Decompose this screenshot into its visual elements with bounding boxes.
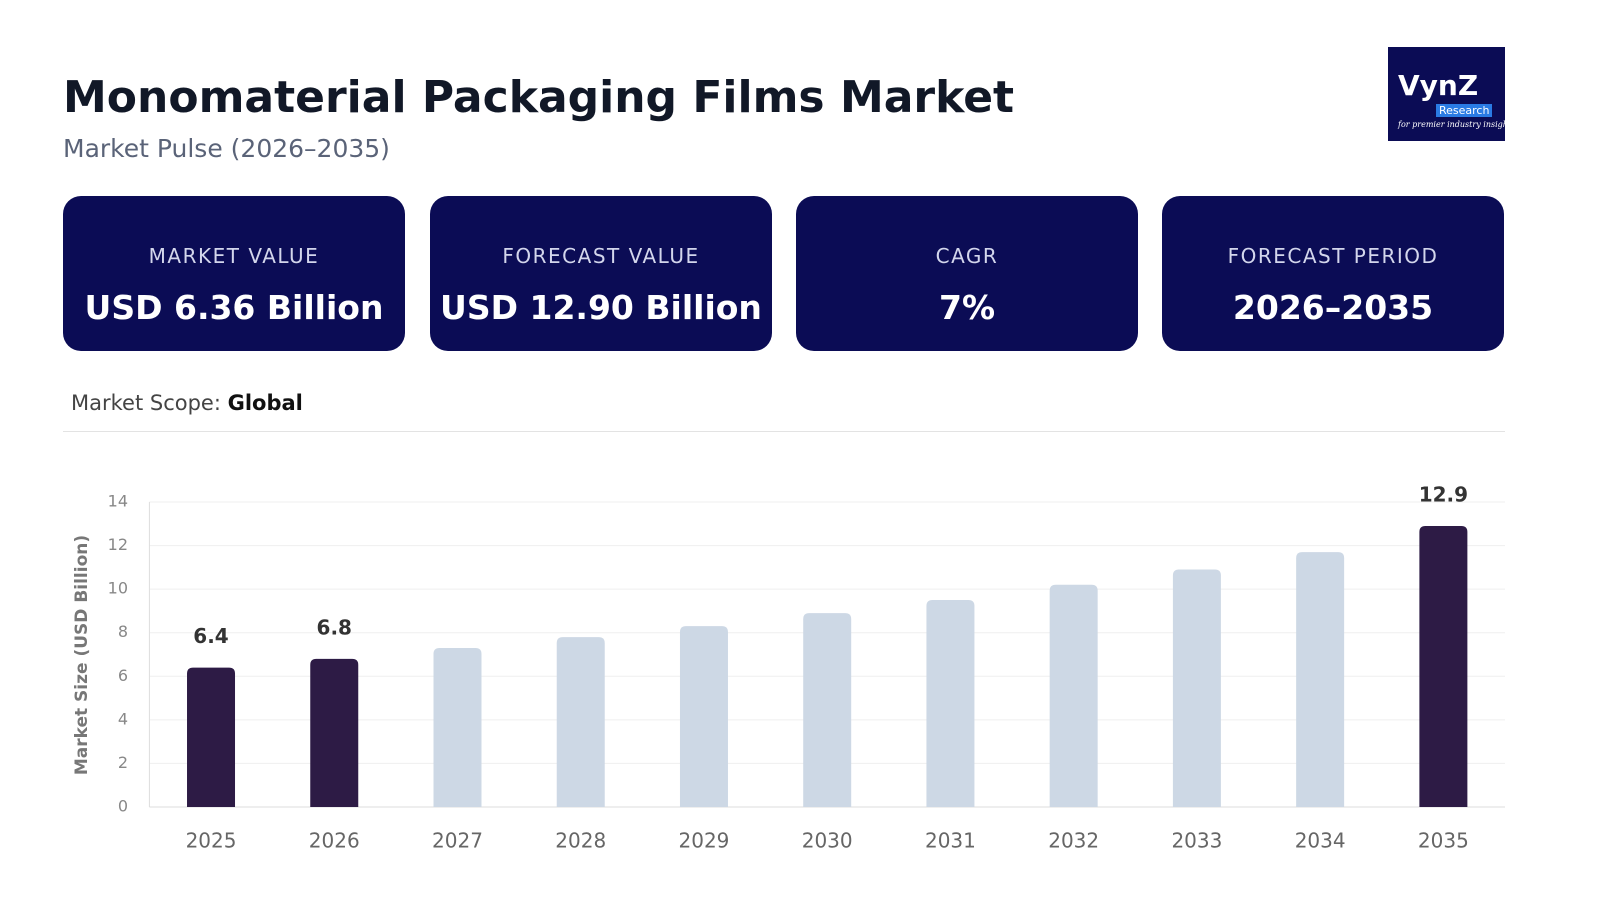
bar (556, 637, 605, 807)
y-tick-label: 12 (108, 535, 128, 554)
title: Monomaterial Packaging Films Market (63, 72, 1015, 123)
logo-tagline: for premier industry insights (1398, 120, 1516, 129)
x-tick-label: 2033 (1171, 829, 1222, 853)
y-tick-label: 4 (118, 709, 128, 728)
card-label: MARKET VALUE (148, 244, 320, 268)
data-label: 12.9 (1419, 482, 1468, 506)
x-tick-label: 2031 (925, 829, 976, 853)
logo: VynZ Research for premier industry insig… (1388, 47, 1515, 141)
bar (926, 600, 975, 807)
scope-value: Global (227, 391, 303, 415)
scope-label: Market Scope: (71, 391, 221, 415)
x-tick-label: 2028 (555, 829, 606, 853)
x-tick-label: 2025 (186, 829, 237, 853)
x-tick-label: 2030 (802, 829, 853, 853)
card-value: USD 6.36 Billion (84, 288, 384, 327)
logo-brand: VynZ (1398, 69, 1479, 102)
y-axis-label: Market Size (USD Billion) (72, 535, 92, 775)
y-tick-label: 6 (118, 666, 128, 685)
y-tick-label: 8 (118, 622, 128, 641)
x-tick-label: 2029 (679, 829, 730, 853)
subtitle: Market Pulse (2026–2035) (63, 134, 390, 163)
y-tick-label: 0 (118, 797, 128, 816)
divider (63, 431, 1505, 432)
x-tick-label: 2035 (1418, 829, 1469, 853)
scope: Market Scope: Global (71, 391, 303, 415)
logo-sub: Research (1436, 104, 1493, 117)
card-label: CAGR (935, 244, 999, 268)
bar (679, 626, 728, 807)
card-value: 7% (938, 288, 996, 327)
stat-card: CAGR 7% (796, 196, 1138, 351)
stat-card: FORECAST VALUE USD 12.90 Billion (430, 196, 772, 351)
data-label: 6.4 (193, 624, 228, 648)
card-value: 2026–2035 (1232, 288, 1434, 327)
x-tick-label: 2032 (1048, 829, 1099, 853)
bar (1049, 584, 1098, 807)
stat-card: MARKET VALUE USD 6.36 Billion (63, 196, 405, 351)
card-label: FORECAST VALUE (502, 244, 700, 268)
bar (310, 658, 359, 807)
bar (433, 647, 482, 807)
bar (1296, 552, 1345, 807)
y-tick-label: 14 (108, 492, 128, 511)
x-tick-label: 2034 (1295, 829, 1346, 853)
bar (1419, 525, 1468, 807)
bar (1172, 569, 1221, 807)
card-value: USD 12.90 Billion (440, 288, 762, 327)
bar (803, 613, 852, 807)
bar (187, 667, 236, 807)
y-tick-label: 2 (118, 753, 128, 772)
card-label: FORECAST PERIOD (1227, 244, 1439, 268)
stat-card: FORECAST PERIOD 2026–2035 (1162, 196, 1504, 351)
data-label: 6.8 (317, 615, 352, 639)
x-tick-label: 2027 (432, 829, 483, 853)
y-tick-label: 10 (108, 579, 128, 598)
x-tick-label: 2026 (309, 829, 360, 853)
